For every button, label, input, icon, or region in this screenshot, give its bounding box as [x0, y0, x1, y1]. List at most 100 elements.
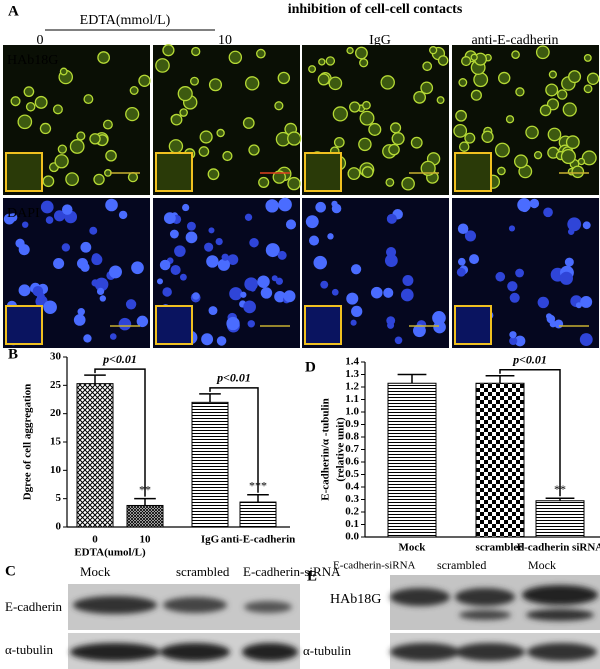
cell	[359, 110, 375, 126]
cell	[245, 76, 260, 91]
nucleus	[394, 336, 403, 345]
micrograph	[452, 198, 599, 348]
micrograph	[3, 45, 151, 195]
nucleus	[370, 286, 383, 299]
cell	[361, 166, 374, 178]
cell	[69, 139, 85, 154]
cell	[511, 50, 520, 59]
bar	[191, 401, 229, 528]
cell	[317, 73, 330, 86]
error-bar	[545, 497, 575, 501]
nucleus	[537, 296, 549, 309]
nucleus	[274, 290, 286, 303]
cell	[458, 141, 470, 152]
nucleus	[327, 233, 334, 240]
nucleus	[554, 319, 564, 329]
row-label: HAb18G	[330, 592, 381, 607]
nucleus	[346, 292, 359, 305]
nucleus	[179, 273, 187, 281]
nucleus	[283, 290, 296, 303]
nucleus	[208, 227, 215, 234]
nucleus	[309, 235, 320, 246]
panel-label: D	[305, 359, 316, 375]
nucleus	[80, 241, 92, 253]
cell	[189, 76, 199, 86]
nucleus	[83, 334, 92, 343]
nucleus	[249, 237, 259, 248]
x-tick-label: anti-E-cadherin	[221, 534, 296, 546]
micrograph	[153, 44, 302, 195]
micrograph	[302, 45, 449, 195]
nucleus	[216, 336, 227, 346]
nucleus	[350, 319, 357, 326]
cell	[207, 168, 220, 181]
cell	[539, 104, 552, 117]
cell	[199, 130, 213, 144]
cell	[242, 117, 255, 129]
y-tick-label: 0	[56, 521, 62, 533]
bands	[70, 596, 298, 661]
cell	[380, 75, 395, 90]
nucleus	[244, 213, 253, 221]
cell	[428, 46, 438, 55]
cell	[464, 132, 476, 144]
nucleus	[174, 245, 186, 257]
y-tick-label: 0.9	[345, 418, 359, 430]
y-tick-label: 1.1	[345, 393, 359, 405]
nucleus	[96, 287, 105, 296]
nucleus	[464, 230, 477, 242]
nucleus	[351, 305, 363, 318]
cell	[545, 83, 559, 97]
y-tick-label: 0.7	[345, 443, 359, 455]
cell	[535, 45, 550, 60]
cell	[565, 135, 580, 150]
cell	[89, 133, 101, 145]
cell	[533, 150, 543, 160]
nucleus	[159, 259, 171, 271]
cell	[385, 177, 395, 187]
cell	[248, 144, 260, 156]
nucleus	[43, 300, 57, 314]
y-tick-label: 0.4	[345, 481, 359, 493]
y-tick-label: 0.8	[345, 431, 359, 443]
nucleus	[387, 321, 395, 329]
error-bar	[199, 393, 221, 403]
panel-label: C	[5, 563, 16, 579]
lane-label: Mock	[528, 558, 556, 572]
nucleus	[275, 277, 283, 285]
nucleus	[36, 292, 45, 301]
nucleus	[351, 264, 362, 275]
y-tick-label: 0.2	[345, 506, 359, 518]
cell	[125, 106, 140, 122]
nucleus	[285, 219, 297, 230]
cell	[93, 173, 105, 186]
column-label: IgG	[369, 33, 391, 48]
nucleus	[118, 317, 132, 331]
cell	[332, 106, 348, 122]
nucleus	[18, 284, 31, 297]
y-tick-label: 0.3	[345, 493, 359, 505]
y-tick-label: 30	[50, 351, 62, 363]
nucleus	[244, 277, 258, 291]
nucleus	[457, 257, 466, 266]
bands	[390, 585, 598, 661]
error-bar	[247, 493, 269, 503]
nucleus	[559, 271, 573, 285]
nucleus	[226, 316, 240, 331]
cell	[368, 122, 382, 136]
cell	[437, 55, 449, 66]
cell	[52, 104, 63, 115]
nucleus	[118, 210, 128, 220]
nucleus	[495, 271, 506, 282]
nucleus	[582, 221, 591, 230]
nucleus	[313, 255, 327, 270]
nucleus	[402, 275, 414, 286]
nucleus	[40, 200, 54, 214]
nucleus	[386, 213, 397, 224]
cell	[170, 113, 183, 126]
cell	[568, 70, 582, 84]
inset	[5, 305, 43, 345]
cell	[54, 154, 69, 169]
nucleus	[575, 302, 582, 309]
